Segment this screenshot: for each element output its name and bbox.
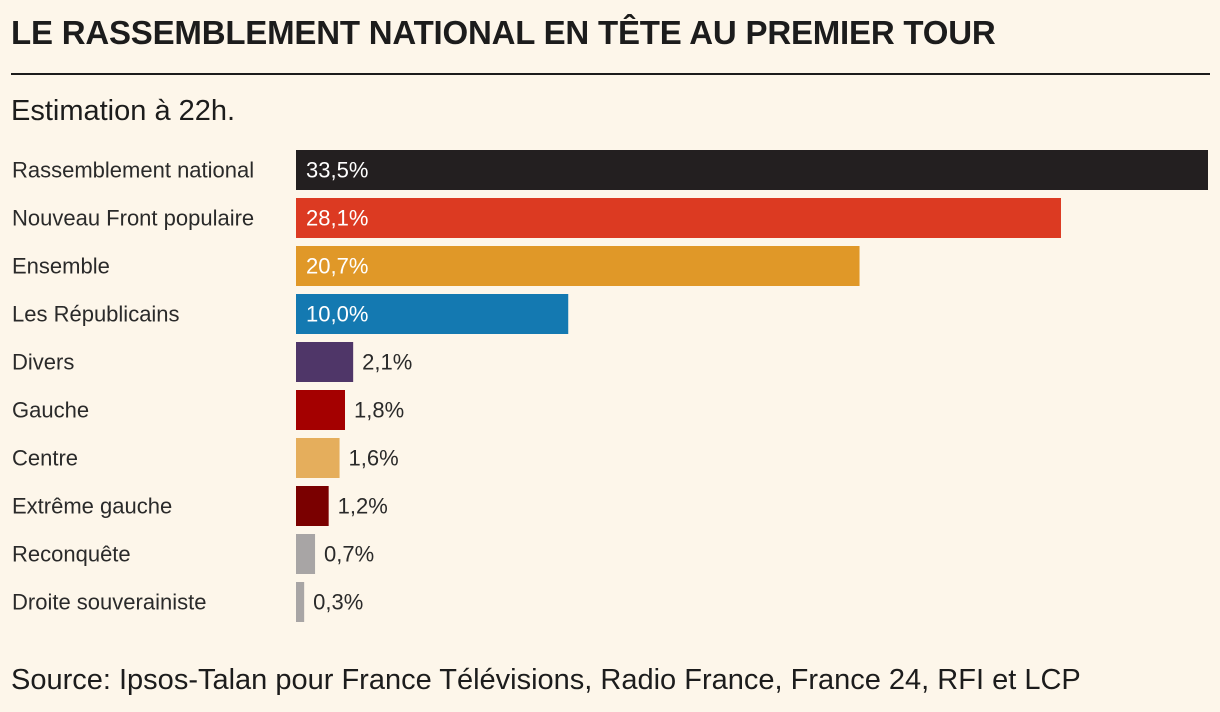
value-label: 0,3%	[313, 590, 363, 615]
bar	[296, 438, 340, 478]
chart-title: LE RASSEMBLEMENT NATIONAL EN TÊTE AU PRE…	[11, 14, 996, 51]
value-label: 10,0%	[306, 302, 368, 327]
category-label: Centre	[12, 446, 78, 471]
title-divider	[11, 73, 1210, 75]
category-label: Ensemble	[12, 254, 110, 279]
value-label: 1,6%	[349, 446, 399, 471]
value-label: 0,7%	[324, 542, 374, 567]
bar	[296, 486, 329, 526]
category-label: Gauche	[12, 398, 89, 423]
bar	[296, 246, 860, 286]
value-label: 1,2%	[338, 494, 388, 519]
category-label: Rassemblement national	[12, 158, 254, 183]
source-note: Source: Ipsos-Talan pour France Télévisi…	[11, 664, 1081, 696]
bar	[296, 390, 346, 430]
chart-subtitle: Estimation à 22h.	[11, 95, 236, 127]
category-label: Reconquête	[12, 542, 131, 567]
bar	[296, 342, 354, 382]
bar	[296, 582, 305, 622]
value-label: 20,7%	[306, 254, 368, 279]
bar	[296, 150, 1208, 190]
category-label: Divers	[12, 350, 74, 375]
category-label: Nouveau Front populaire	[12, 206, 254, 231]
bar	[296, 198, 1061, 238]
bar	[296, 534, 316, 574]
value-label: 1,8%	[354, 398, 404, 423]
value-label: 33,5%	[306, 158, 368, 183]
category-label: Les Républicains	[12, 302, 180, 327]
value-label: 2,1%	[362, 350, 412, 375]
value-label: 28,1%	[306, 206, 368, 231]
category-label: Extrême gauche	[12, 494, 172, 519]
bar	[296, 294, 569, 334]
category-label: Droite souverainiste	[12, 590, 206, 615]
